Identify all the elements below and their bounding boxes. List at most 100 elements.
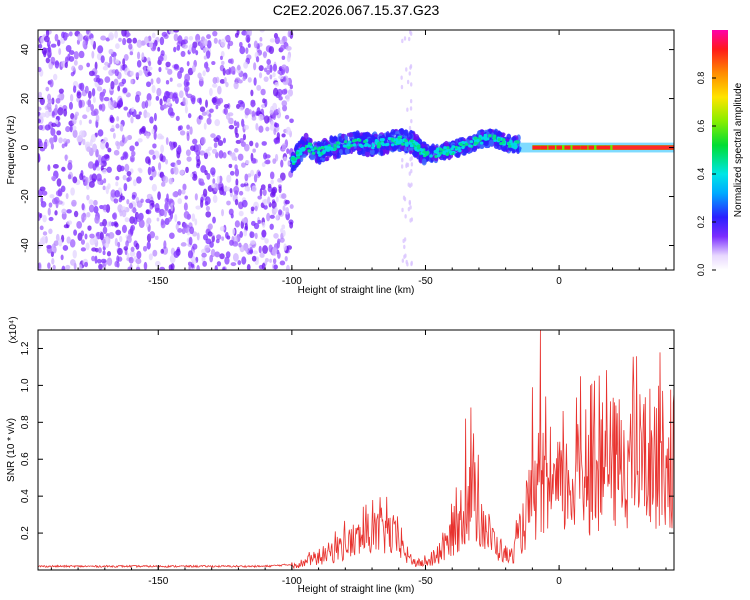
- noise-blob: [227, 117, 233, 124]
- noise-blob: [249, 140, 254, 147]
- noise-blob: [239, 46, 246, 55]
- noise-blob: [264, 115, 270, 124]
- noise-blob: [205, 66, 210, 73]
- noise-blob: [120, 156, 125, 161]
- noise-blob: [138, 168, 143, 174]
- noise-blob: [196, 158, 201, 167]
- noise-blob: [151, 32, 156, 39]
- noise-blob: [229, 239, 234, 246]
- noise-blob: [53, 73, 58, 81]
- noise-blob: [251, 110, 256, 119]
- noise-blob: [264, 154, 271, 159]
- noise-blob: [268, 46, 275, 54]
- y-tick-label: 40: [20, 44, 31, 56]
- noise-blob: [70, 187, 75, 196]
- noise-blob: [209, 241, 214, 248]
- signal-core-blob: [409, 139, 414, 143]
- signal-blob: [421, 158, 427, 166]
- signal-core-blob: [371, 146, 375, 150]
- noise-blob: [266, 212, 271, 222]
- noise-blob: [289, 118, 294, 124]
- noise-blob: [117, 204, 123, 213]
- noise-blob: [281, 100, 288, 107]
- noise-blob: [277, 107, 281, 114]
- noise-blob: [165, 137, 169, 146]
- noise-blob: [149, 116, 154, 124]
- noise-blob: [153, 112, 157, 122]
- noise-blob: [163, 209, 167, 218]
- noise-blob: [239, 230, 244, 238]
- noise-blob: [69, 239, 76, 248]
- signal-core-blob: [329, 147, 334, 151]
- noise-blob: [176, 83, 183, 88]
- noise-blob: [199, 181, 205, 186]
- noise-blob: [163, 176, 169, 184]
- x-tick-label: -50: [418, 576, 433, 587]
- signal-core-blob: [424, 152, 429, 156]
- noise-blob: [222, 191, 227, 196]
- noise-blob: [100, 165, 104, 171]
- noise-blob: [209, 254, 214, 263]
- noise-blob: [54, 60, 60, 69]
- noise-blob: [44, 124, 51, 131]
- noise-blob: [170, 111, 175, 116]
- noise-blob: [99, 92, 104, 102]
- noise-blob: [189, 126, 193, 135]
- noise-blob: [76, 91, 82, 99]
- noise-blob: [71, 199, 77, 207]
- noise-blob: [146, 217, 152, 225]
- noise-blob: [114, 238, 118, 247]
- signal-blob: [380, 149, 384, 157]
- noise-blob: [225, 82, 229, 88]
- noise-blob: [148, 149, 155, 155]
- signal-blob: [506, 133, 512, 140]
- noise-streak-blob: [408, 125, 412, 131]
- noise-blob: [258, 65, 264, 72]
- noise-blob: [121, 30, 127, 37]
- noise-blob: [136, 250, 142, 259]
- noise-blob: [179, 169, 185, 176]
- noise-blob: [69, 124, 73, 133]
- noise-blob: [106, 251, 112, 257]
- noise-blob: [56, 178, 62, 187]
- noise-blob: [165, 61, 171, 68]
- noise-blob: [260, 88, 266, 96]
- signal-blob: [479, 144, 485, 150]
- noise-blob: [61, 212, 67, 220]
- noise-blob: [225, 231, 229, 239]
- signal-blob: [356, 147, 362, 152]
- noise-blob: [51, 110, 55, 117]
- noise-blob: [128, 256, 134, 264]
- noise-blob: [113, 149, 120, 156]
- noise-blob: [91, 173, 98, 182]
- noise-blob: [281, 143, 287, 151]
- noise-blob: [241, 218, 247, 223]
- noise-blob: [215, 104, 219, 110]
- signal-core-blob: [492, 134, 497, 138]
- noise-blob: [169, 254, 176, 264]
- noise-blob: [186, 132, 190, 142]
- noise-blob: [154, 203, 160, 212]
- noise-blob: [97, 129, 104, 137]
- signal-blob: [428, 146, 433, 152]
- noise-blob: [47, 164, 51, 172]
- noise-blob: [139, 127, 146, 134]
- signal-blob: [344, 147, 350, 155]
- noise-blob: [177, 198, 183, 205]
- signal-core-blob: [347, 140, 352, 144]
- noise-blob: [211, 183, 216, 189]
- noise-blob: [82, 40, 87, 49]
- noise-blob: [257, 219, 262, 224]
- noise-blob: [121, 209, 127, 218]
- noise-blob: [78, 64, 84, 71]
- noise-blob: [240, 220, 245, 229]
- noise-blob: [255, 56, 260, 63]
- noise-blob: [108, 231, 115, 239]
- noise-blob: [223, 107, 228, 116]
- signal-core-blob: [420, 148, 424, 152]
- noise-blob: [251, 116, 257, 121]
- noise-blob: [180, 242, 187, 247]
- noise-blob: [185, 149, 191, 157]
- signal-core-blob: [363, 143, 368, 148]
- signal-core-blob: [301, 148, 306, 152]
